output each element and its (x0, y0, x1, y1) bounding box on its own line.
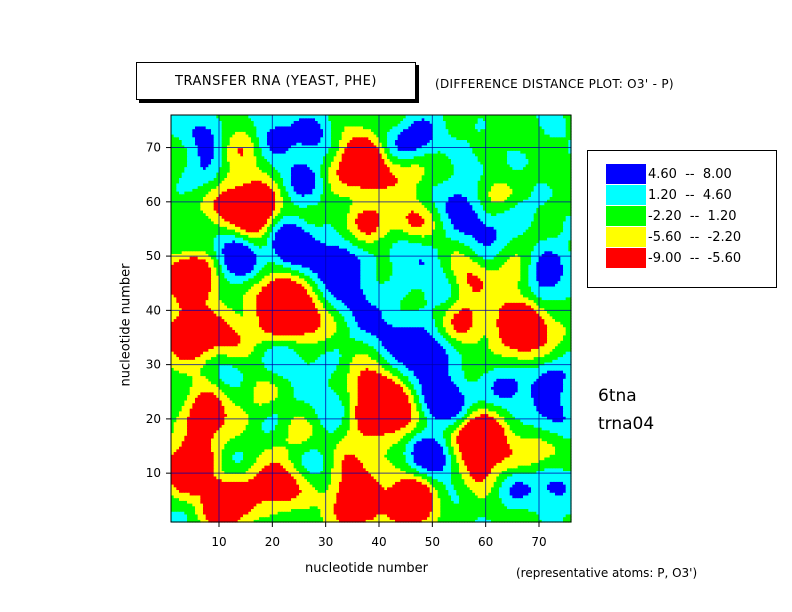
contour-layer (171, 115, 572, 523)
